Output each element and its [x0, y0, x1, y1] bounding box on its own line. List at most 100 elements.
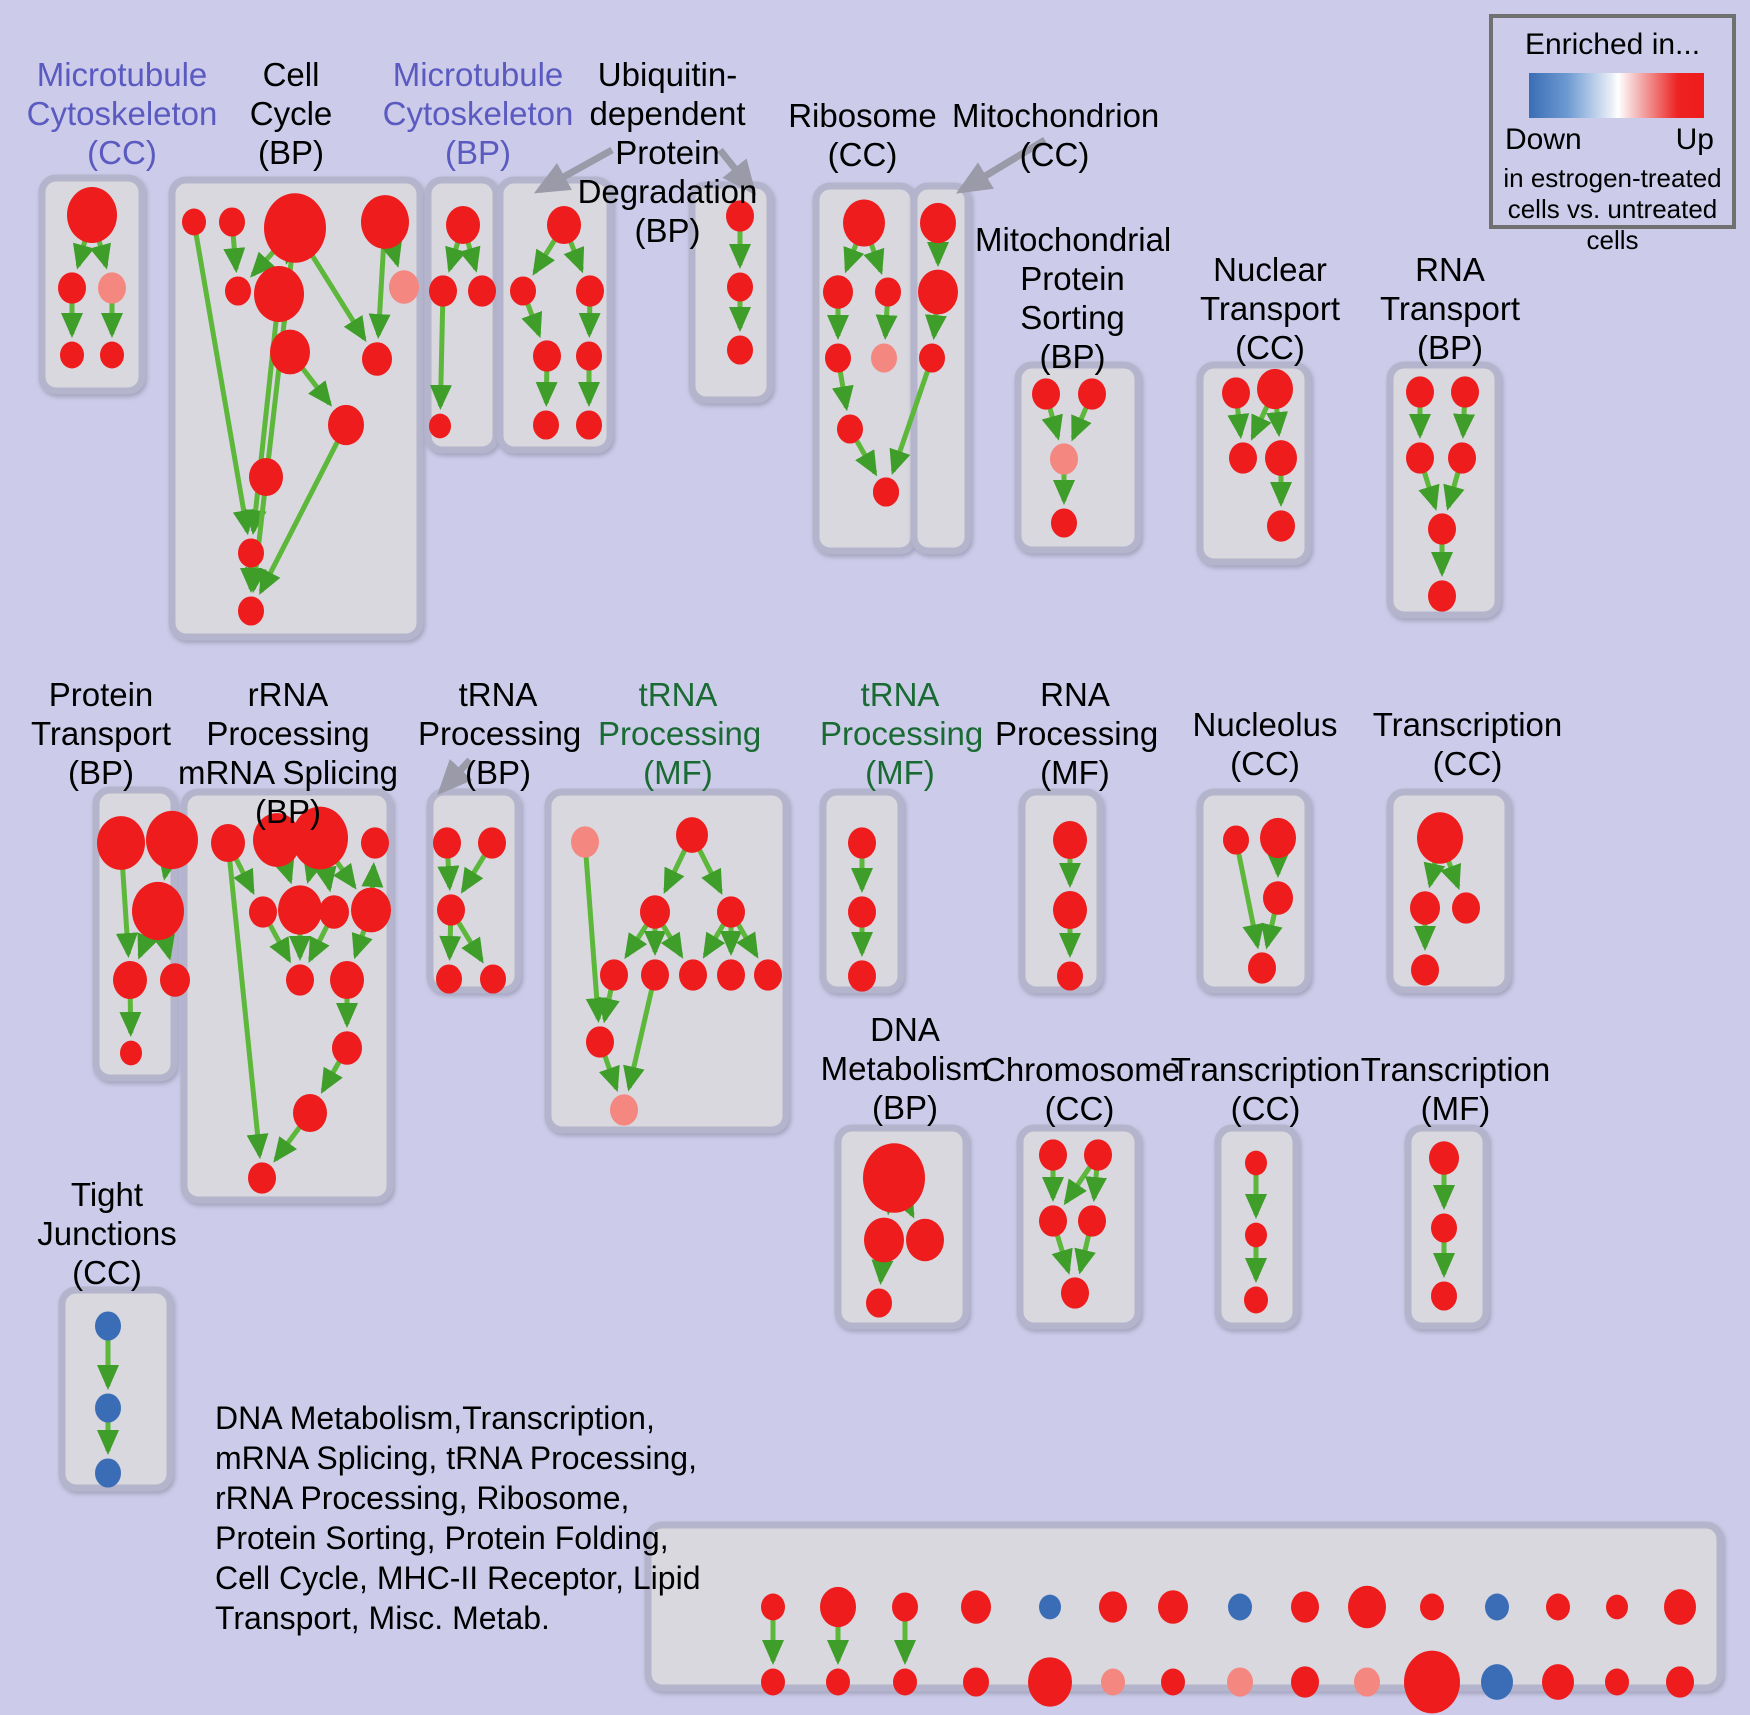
network-node[interactable]	[1039, 1205, 1067, 1237]
network-node[interactable]	[866, 1288, 892, 1318]
network-node[interactable]	[837, 414, 863, 444]
network-node[interactable]	[679, 959, 707, 991]
network-node[interactable]	[864, 1217, 904, 1263]
network-node[interactable]	[436, 964, 462, 994]
network-node[interactable]	[820, 1586, 856, 1628]
network-node[interactable]	[60, 341, 84, 369]
network-node[interactable]	[533, 410, 559, 440]
network-node[interactable]	[1546, 1593, 1570, 1621]
network-node[interactable]	[1263, 881, 1293, 915]
network-node[interactable]	[1420, 1593, 1444, 1621]
network-node[interactable]	[437, 894, 465, 926]
network-node[interactable]	[146, 810, 198, 870]
network-node[interactable]	[919, 343, 945, 373]
network-node[interactable]	[351, 887, 391, 933]
network-node[interactable]	[1666, 1666, 1694, 1698]
network-node[interactable]	[717, 896, 745, 928]
network-node[interactable]	[328, 404, 364, 446]
network-node[interactable]	[67, 187, 117, 243]
network-node[interactable]	[826, 1668, 850, 1696]
network-node[interactable]	[132, 881, 184, 941]
network-node[interactable]	[182, 208, 206, 236]
network-node[interactable]	[1410, 891, 1440, 925]
network-node[interactable]	[389, 270, 419, 304]
network-node[interactable]	[1404, 1650, 1460, 1714]
network-node[interactable]	[918, 269, 958, 315]
network-node[interactable]	[961, 1590, 991, 1624]
network-node[interactable]	[1053, 890, 1087, 930]
network-node[interactable]	[1605, 1668, 1629, 1696]
network-node[interactable]	[761, 1668, 785, 1696]
network-node[interactable]	[761, 1593, 785, 1621]
network-node[interactable]	[1291, 1591, 1319, 1623]
network-node[interactable]	[332, 1031, 362, 1065]
network-node[interactable]	[1451, 376, 1479, 408]
network-node[interactable]	[641, 959, 669, 991]
network-node[interactable]	[249, 896, 277, 928]
network-node[interactable]	[1452, 892, 1480, 924]
network-node[interactable]	[1057, 961, 1083, 991]
network-node[interactable]	[1032, 378, 1060, 410]
network-node[interactable]	[571, 826, 599, 858]
network-node[interactable]	[361, 195, 409, 249]
network-node[interactable]	[160, 963, 190, 997]
network-node[interactable]	[113, 960, 147, 1000]
network-node[interactable]	[863, 1143, 925, 1213]
network-node[interactable]	[253, 813, 301, 867]
network-node[interactable]	[1260, 817, 1296, 859]
network-node[interactable]	[823, 275, 853, 309]
network-node[interactable]	[892, 1592, 918, 1622]
network-node[interactable]	[533, 340, 561, 372]
network-node[interactable]	[433, 827, 461, 859]
network-node[interactable]	[586, 1026, 614, 1058]
network-node[interactable]	[254, 266, 304, 322]
network-node[interactable]	[211, 823, 245, 863]
network-node[interactable]	[754, 959, 782, 991]
network-node[interactable]	[1084, 1139, 1112, 1171]
network-node[interactable]	[640, 895, 670, 929]
network-node[interactable]	[362, 342, 392, 376]
network-node[interactable]	[1431, 1213, 1457, 1243]
network-node[interactable]	[576, 410, 602, 440]
network-node[interactable]	[1428, 580, 1456, 612]
network-node[interactable]	[1039, 1594, 1061, 1620]
network-node[interactable]	[225, 276, 251, 306]
network-node[interactable]	[510, 276, 536, 306]
network-node[interactable]	[726, 200, 754, 232]
network-node[interactable]	[1448, 442, 1476, 474]
network-node[interactable]	[95, 1393, 121, 1423]
network-node[interactable]	[98, 272, 126, 304]
network-node[interactable]	[1222, 377, 1250, 409]
network-node[interactable]	[906, 1218, 944, 1262]
network-node[interactable]	[319, 895, 349, 929]
network-node[interactable]	[219, 207, 245, 237]
network-node[interactable]	[920, 202, 956, 244]
network-node[interactable]	[1485, 1593, 1509, 1621]
network-node[interactable]	[1431, 1281, 1457, 1311]
network-node[interactable]	[1606, 1594, 1628, 1620]
network-node[interactable]	[264, 193, 326, 263]
network-node[interactable]	[1229, 442, 1257, 474]
network-node[interactable]	[1244, 1286, 1268, 1314]
network-node[interactable]	[1406, 376, 1434, 408]
network-node[interactable]	[1257, 368, 1293, 410]
network-node[interactable]	[238, 596, 264, 626]
network-node[interactable]	[292, 806, 348, 870]
network-node[interactable]	[238, 538, 264, 568]
network-node[interactable]	[727, 335, 753, 365]
network-node[interactable]	[576, 341, 602, 371]
network-node[interactable]	[120, 1040, 142, 1066]
network-node[interactable]	[293, 1093, 327, 1133]
network-node[interactable]	[95, 1458, 121, 1488]
network-node[interactable]	[361, 827, 389, 859]
network-node[interactable]	[270, 329, 310, 375]
network-node[interactable]	[1354, 1667, 1380, 1697]
network-node[interactable]	[717, 959, 745, 991]
network-node[interactable]	[1223, 825, 1249, 855]
network-node[interactable]	[1161, 1668, 1185, 1696]
network-node[interactable]	[1245, 1150, 1267, 1176]
network-node[interactable]	[446, 205, 480, 245]
network-node[interactable]	[1078, 1205, 1106, 1237]
network-node[interactable]	[1428, 513, 1456, 545]
network-node[interactable]	[873, 477, 899, 507]
